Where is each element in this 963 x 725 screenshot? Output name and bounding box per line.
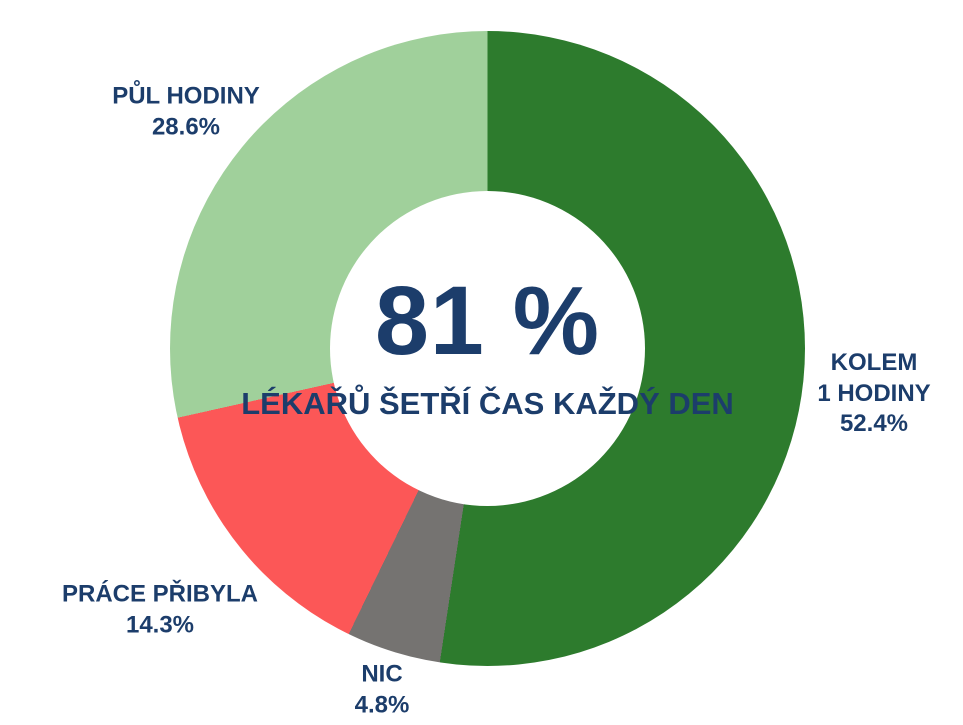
center-subtitle-line2: KAŽDÝ DEN	[552, 386, 734, 422]
slice-label-percent: 52.4%	[839, 410, 909, 438]
donut-center: 81 % LÉKAŘŮ ŠETŘÍ ČAS KAŽDÝ DEN	[241, 191, 734, 506]
slice-label-nic: NIC 4.8%	[355, 659, 410, 720]
slice-label-prace-pribyla: PRÁCE PŘIBYLA 14.3%	[62, 579, 258, 640]
slice-label-pul-hodiny: PŮL HODINY 28.6%	[112, 81, 260, 142]
slice-label-percent: 14.3%	[125, 611, 195, 638]
slice-label-text: 1 HODINY	[817, 379, 931, 407]
center-subtitle: LÉKAŘŮ ŠETŘÍ ČAS KAŽDÝ DEN	[241, 383, 734, 425]
slice-label-kolem-1-hodiny: KOLEM 1 HODINY 52.4%	[817, 348, 930, 440]
slice-label-percent: 28.6%	[151, 113, 221, 140]
slice-label-text: KOLEM	[830, 348, 918, 376]
slice-label-percent: 4.8%	[354, 691, 410, 718]
slice-label-text: PŮL HODINY	[112, 82, 260, 110]
slice-label-text: NIC	[361, 660, 403, 688]
center-headline: 81 %	[374, 266, 601, 376]
slice-label-text: PRÁCE PŘIBYLA	[61, 580, 259, 608]
center-subtitle-line1: LÉKAŘŮ ŠETŘÍ ČAS	[241, 386, 545, 422]
